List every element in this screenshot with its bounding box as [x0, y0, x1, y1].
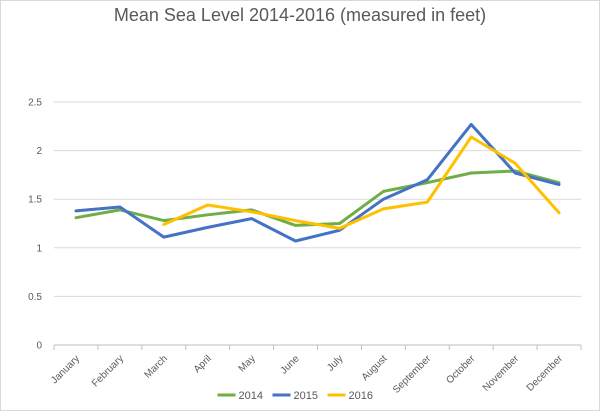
x-tick-label: August — [360, 353, 390, 383]
series-line-2014 — [74, 169, 561, 227]
legend-label: 2016 — [349, 390, 373, 402]
chart-title: Mean Sea Level 2014-2016 (measured in fe… — [113, 5, 487, 25]
y-tick-label: 2 — [36, 146, 42, 157]
series-line-2015 — [74, 122, 561, 243]
y-tick-label: 0.5 — [28, 292, 42, 303]
x-tick-label: April — [192, 353, 214, 375]
y-tick-label: 1 — [36, 243, 42, 254]
x-tick-label: September — [391, 353, 434, 396]
x-tick-label: February — [90, 353, 126, 389]
x-tick-label: March — [142, 353, 169, 380]
y-tick-label: 2.5 — [28, 98, 42, 109]
series-line-2016 — [162, 135, 561, 230]
x-tick-label: November — [481, 353, 522, 394]
x-tick-label: December — [525, 353, 566, 394]
x-tick-label: June — [279, 353, 302, 376]
y-tick-label: 1.5 — [28, 195, 42, 206]
legend-label: 2015 — [294, 390, 318, 402]
x-tick-label: May — [237, 353, 258, 374]
legend-label: 2014 — [239, 390, 263, 402]
x-tick-label: January — [49, 353, 82, 386]
y-tick-label: 0 — [36, 341, 42, 352]
x-tick-label: October — [444, 353, 477, 386]
x-tick-label: July — [325, 353, 345, 373]
